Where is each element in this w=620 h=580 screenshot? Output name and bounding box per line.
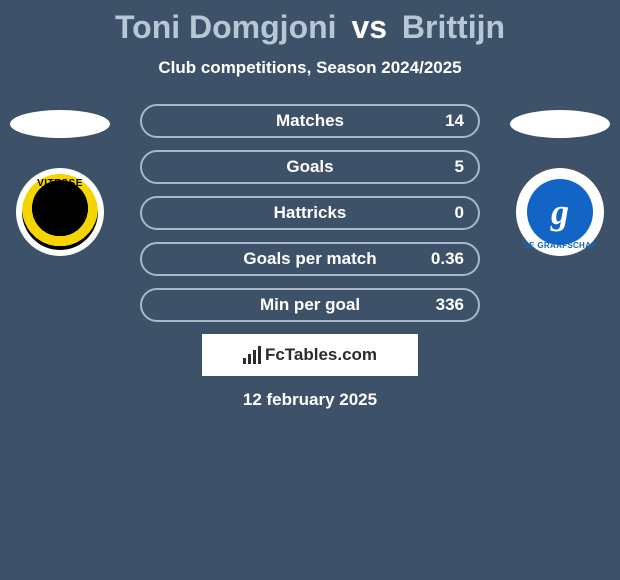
branding-text: FcTables.com	[265, 345, 377, 365]
left-club-badge: VITESSE	[16, 168, 104, 256]
right-team-block: g DE GRAAFSCHAP	[510, 110, 610, 256]
stat-row: Goals5	[140, 150, 480, 184]
stat-value-right: 336	[436, 295, 464, 315]
right-club-badge: g DE GRAAFSCHAP	[516, 168, 604, 256]
left-club-name: VITESSE	[37, 178, 83, 189]
vs-label: vs	[345, 9, 393, 45]
stats-area: VITESSE g DE GRAAFSCHAP Matches14 Goals5 H…	[0, 104, 620, 322]
right-player-silhouette	[510, 110, 610, 138]
stat-label: Min per goal	[142, 295, 478, 315]
stat-row: Hattricks0	[140, 196, 480, 230]
player2-name: Brittijn	[402, 9, 505, 45]
stat-row: Goals per match0.36	[140, 242, 480, 276]
stat-rows: Matches14 Goals5 Hattricks0 Goals per match…	[140, 104, 480, 322]
stat-label: Goals per match	[142, 249, 478, 269]
branding-box[interactable]: FcTables.com	[202, 334, 418, 376]
stat-row: Matches14	[140, 104, 480, 138]
comparison-card: Toni Domgjoni vs Brittijn Club competiti…	[0, 0, 620, 410]
left-player-silhouette	[10, 110, 110, 138]
right-club-name: DE GRAAFSCHAP	[523, 242, 597, 251]
stat-label: Hattricks	[142, 203, 478, 223]
bar-chart-icon	[243, 346, 261, 364]
left-team-block: VITESSE	[10, 110, 110, 256]
right-club-letter: g	[527, 179, 593, 245]
date-line: 12 february 2025	[0, 390, 620, 410]
page-title: Toni Domgjoni vs Brittijn	[0, 8, 620, 46]
stat-value-right: 0	[455, 203, 464, 223]
stat-label: Goals	[142, 157, 478, 177]
stat-row: Min per goal336	[140, 288, 480, 322]
stat-label: Matches	[142, 111, 478, 131]
stat-value-right: 14	[445, 111, 464, 131]
subtitle: Club competitions, Season 2024/2025	[0, 58, 620, 78]
stat-value-right: 5	[455, 157, 464, 177]
stat-value-right: 0.36	[431, 249, 464, 269]
player1-name: Toni Domgjoni	[115, 9, 337, 45]
